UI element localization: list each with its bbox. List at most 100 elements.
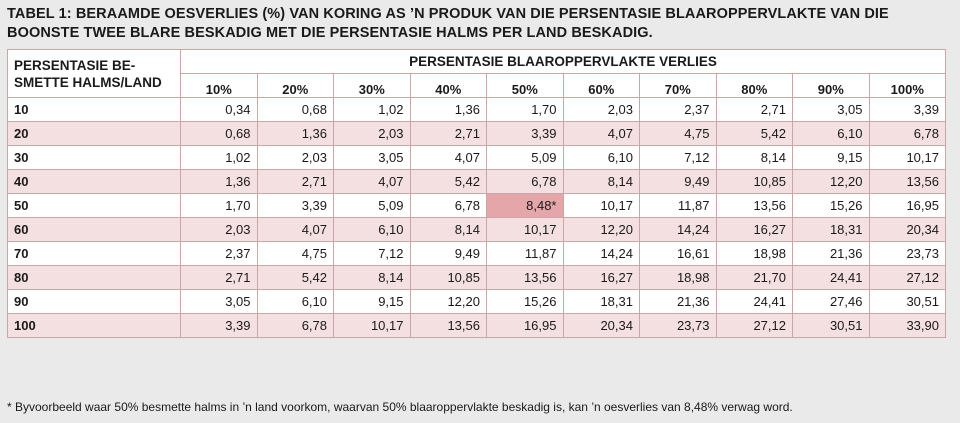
table-cell: 20,34	[868, 217, 946, 242]
table-cell: 5,42	[715, 121, 793, 146]
row-label: 100	[7, 313, 181, 338]
table-cell: 10,17	[333, 313, 411, 338]
table-cell: 18,31	[562, 289, 640, 314]
table-cell: 18,31	[792, 217, 870, 242]
table-cell: 21,36	[792, 241, 870, 266]
column-header: 60%	[562, 73, 640, 98]
table-cell: 30,51	[792, 313, 870, 338]
table-cell: 2,37	[639, 97, 717, 122]
table-cell: 2,03	[333, 121, 411, 146]
table-row: 40 1,36 2,71 4,07 5,42 6,78 8,14 9,49 10,85 12,20…	[7, 169, 946, 194]
table-row: 70 2,37 4,75 7,12 9,49 11,87 14,24 16,61 18,98 21…	[7, 241, 946, 266]
table-cell: 1,70	[180, 193, 258, 218]
table-cell: 1,02	[333, 97, 411, 122]
table-cell: 15,26	[486, 289, 564, 314]
table-cell: 4,07	[409, 145, 487, 170]
column-header: 40%	[409, 73, 487, 98]
table-cell: 10,17	[562, 193, 640, 218]
row-label: 80	[7, 265, 181, 290]
column-header: 10%	[180, 73, 258, 98]
column-header: 70%	[639, 73, 717, 98]
table-cell: 13,56	[715, 193, 793, 218]
table-cell: 4,07	[333, 169, 411, 194]
table-cell: 4,75	[256, 241, 334, 266]
table-cell: 3,05	[180, 289, 258, 314]
table-cell: 16,27	[715, 217, 793, 242]
table-cell: 16,61	[639, 241, 717, 266]
table-cell: 27,46	[792, 289, 870, 314]
row-label: 60	[7, 217, 181, 242]
table-cell: 18,98	[715, 241, 793, 266]
table-cell: 10,85	[409, 265, 487, 290]
table-cell: 2,03	[562, 97, 640, 122]
table-cell: 6,10	[792, 121, 870, 146]
table-cell: 0,68	[180, 121, 258, 146]
footnote: * Byvoorbeeld waar 50% besmette halms in…	[7, 400, 793, 414]
table-cell: 4,75	[639, 121, 717, 146]
table-cell: 0,68	[256, 97, 334, 122]
row-label: 20	[7, 121, 181, 146]
row-label: 50	[7, 193, 181, 218]
table-cell: 24,41	[715, 289, 793, 314]
table-cell: 9,49	[409, 241, 487, 266]
table-cell: 5,42	[256, 265, 334, 290]
yield-loss-table: PERSENTASIE BE-SMETTE HALMS/LAND PERSENT…	[7, 49, 946, 338]
table-cell: 0,34	[180, 97, 258, 122]
table-cell: 23,73	[639, 313, 717, 338]
table-cell: 33,90	[868, 313, 946, 338]
column-header: 80%	[715, 73, 793, 98]
table-cell: 1,36	[180, 169, 258, 194]
table-cell: 13,56	[409, 313, 487, 338]
table-cell: 30,51	[868, 289, 946, 314]
table-cell: 12,20	[792, 169, 870, 194]
table-cell: 10,17	[868, 145, 946, 170]
table-cell: 16,95	[868, 193, 946, 218]
table-cell: 11,87	[486, 241, 564, 266]
column-header: 50%	[486, 73, 564, 98]
table-cell: 1,36	[256, 121, 334, 146]
table-cell: 3,39	[180, 313, 258, 338]
column-group-title: PERSENTASIE BLAAROPPERVLAKTE VERLIES	[180, 49, 946, 74]
table-cell: 6,10	[562, 145, 640, 170]
column-header: 20%	[256, 73, 334, 98]
table-cell: 14,24	[562, 241, 640, 266]
table-cell: 21,36	[639, 289, 717, 314]
table-cell: 14,24	[639, 217, 717, 242]
table-cell: 13,56	[868, 169, 946, 194]
table-row: 100 3,39 6,78 10,17 13,56 16,95 20,34 23,73 27,1…	[7, 313, 946, 338]
table-cell: 2,71	[715, 97, 793, 122]
table-cell: 9,15	[333, 289, 411, 314]
table-cell: 27,12	[715, 313, 793, 338]
row-label: 40	[7, 169, 181, 194]
table-cell: 6,78	[256, 313, 334, 338]
table-row: 90 3,05 6,10 9,15 12,20 15,26 18,31 21,36 24,41 2…	[7, 289, 946, 314]
table-row: 50 1,70 3,39 5,09 6,78 8,48* 10,17 11,87 13,56 15…	[7, 193, 946, 218]
table-cell: 7,12	[333, 241, 411, 266]
table-row: 20 0,68 1,36 2,03 2,71 3,39 4,07 4,75 5,42 6,10 6,…	[7, 121, 946, 146]
row-label: 10	[7, 97, 181, 122]
table-cell: 12,20	[409, 289, 487, 314]
table-row: 80 2,71 5,42 8,14 10,85 13,56 16,27 18,98 21,70 2…	[7, 265, 946, 290]
table-cell: 2,71	[256, 169, 334, 194]
table-cell: 7,12	[639, 145, 717, 170]
table-cell: 3,39	[256, 193, 334, 218]
column-header: 90%	[792, 73, 870, 98]
table-cell: 9,49	[639, 169, 717, 194]
table-cell: 4,07	[562, 121, 640, 146]
table-cell: 6,10	[333, 217, 411, 242]
table-row: 10 0,34 0,68 1,02 1,36 1,70 2,03 2,37 2,71 3,05 3,…	[7, 97, 946, 122]
table-cell: 2,71	[180, 265, 258, 290]
table-cell: 2,03	[180, 217, 258, 242]
table-cell: 15,26	[792, 193, 870, 218]
row-label: 70	[7, 241, 181, 266]
table-cell: 4,07	[256, 217, 334, 242]
table-cell: 10,85	[715, 169, 793, 194]
row-label: 30	[7, 145, 181, 170]
table-caption: TABEL 1: BERAAMDE OESVERLIES (%) VAN KOR…	[7, 6, 889, 41]
table-cell: 3,05	[792, 97, 870, 122]
table-cell: 8,14	[562, 169, 640, 194]
table-row: 60 2,03 4,07 6,10 8,14 10,17 12,20 14,24 16,27 18…	[7, 217, 946, 242]
table-cell: 6,78	[409, 193, 487, 218]
table-cell: 11,87	[639, 193, 717, 218]
row-label: 90	[7, 289, 181, 314]
